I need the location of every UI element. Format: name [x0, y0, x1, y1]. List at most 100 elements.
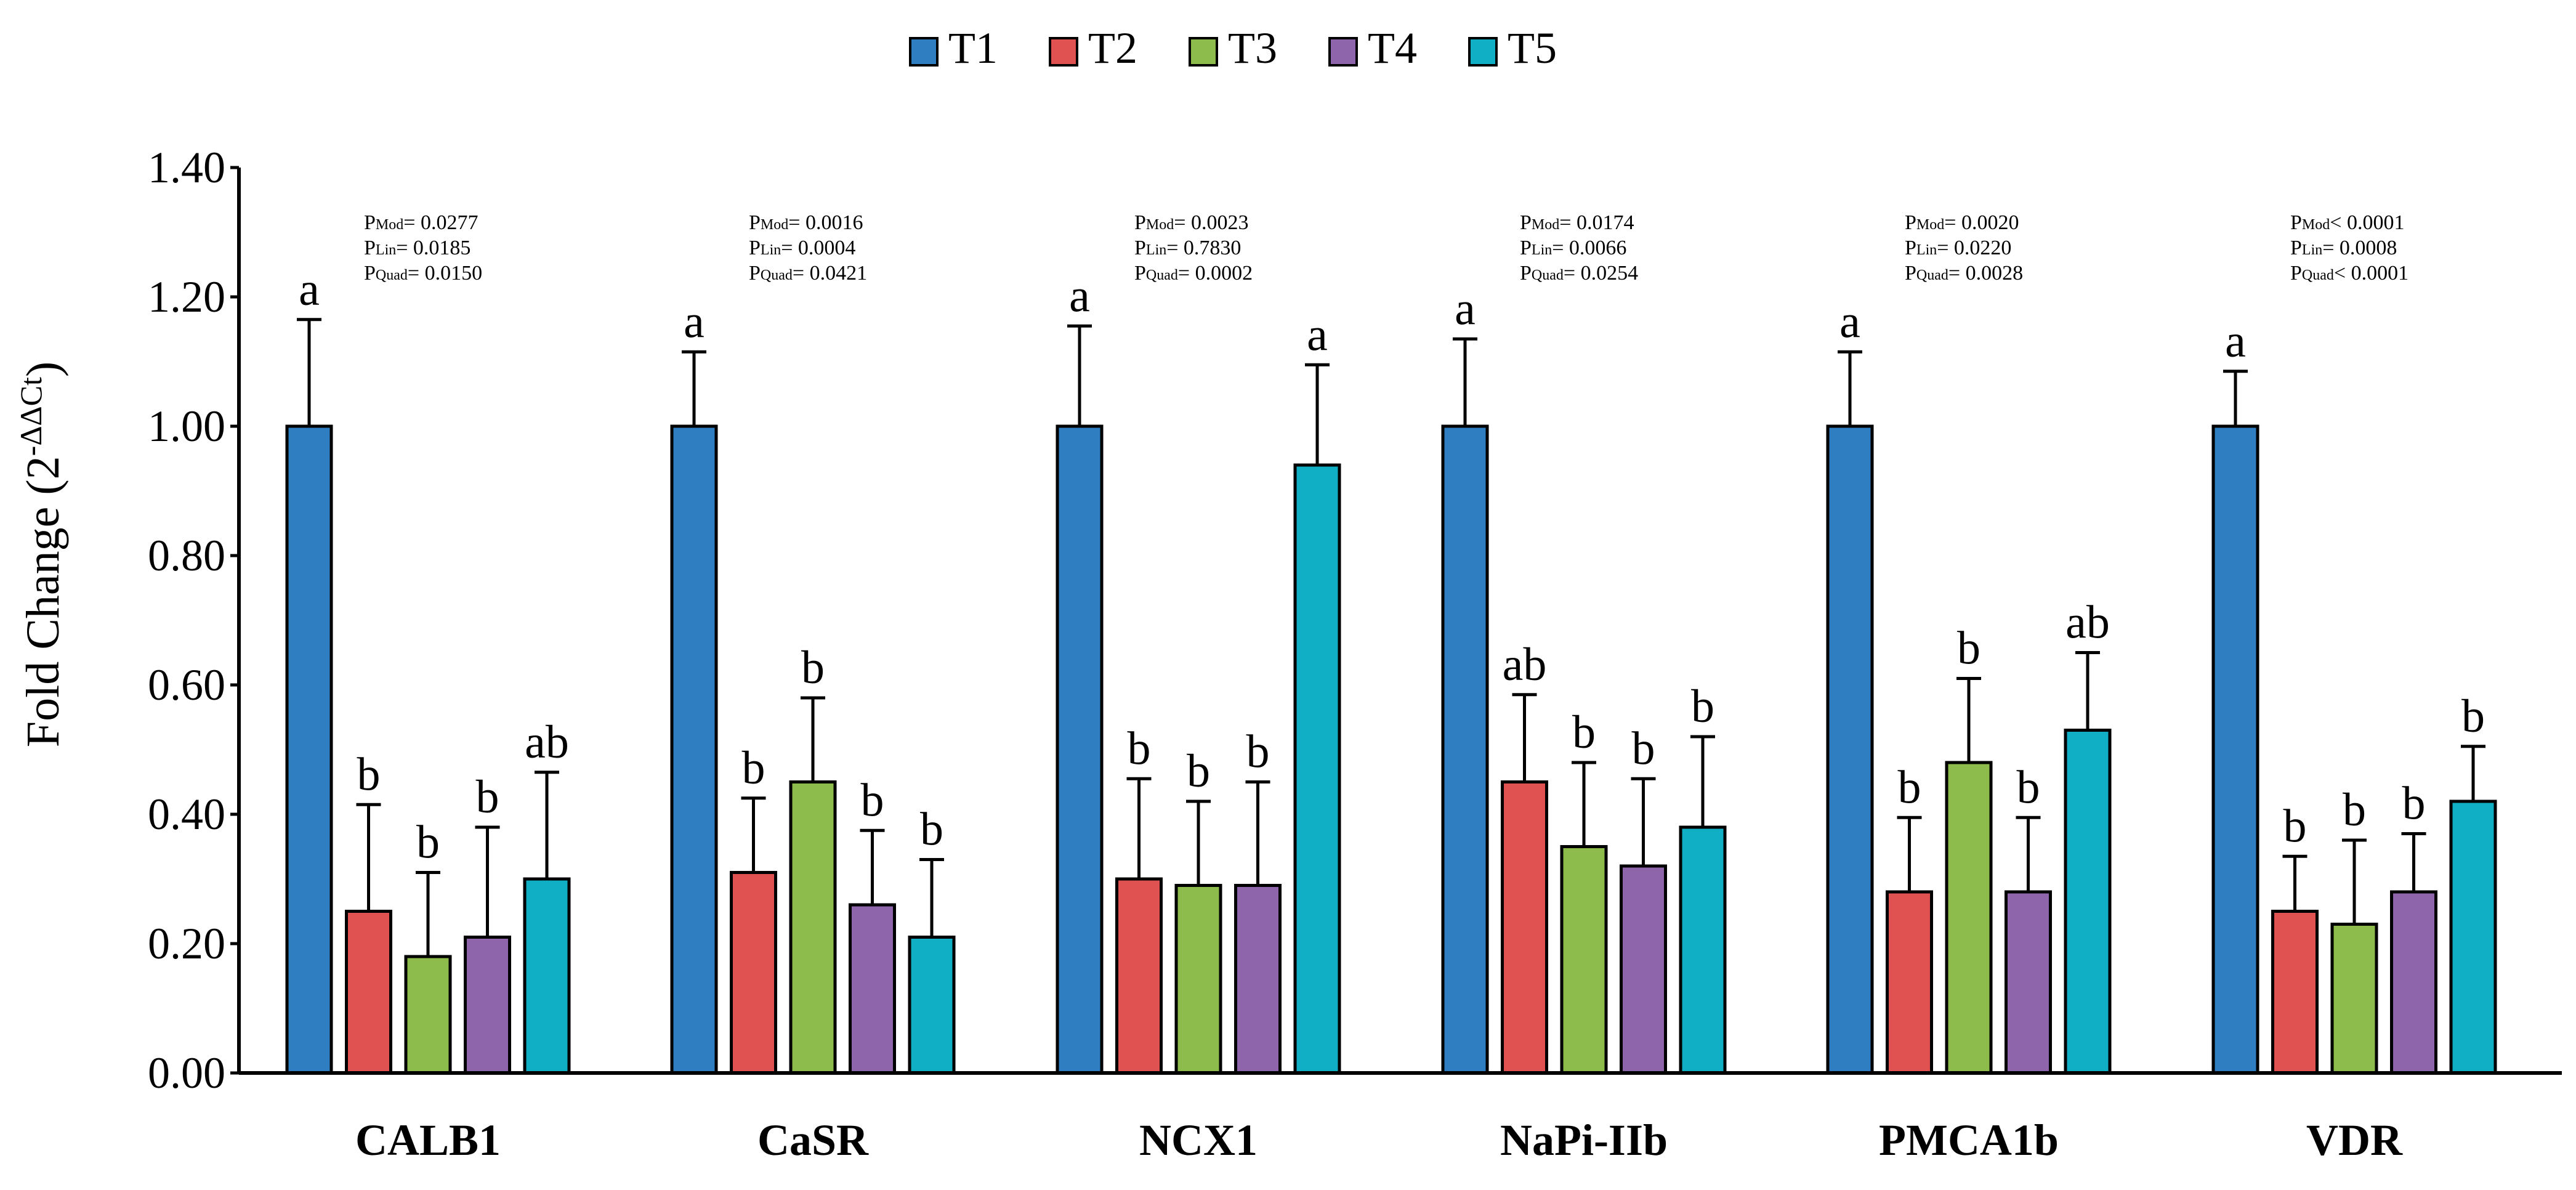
bar-NCX1-T4 — [1234, 884, 1282, 1075]
pvalue-VDR-2: PQuad< 0.0001 — [2290, 262, 2408, 285]
bar-PMCA1b-T4 — [2005, 890, 2052, 1075]
bar-VDR-T1 — [2211, 424, 2259, 1075]
bar-CaSR-T4 — [849, 903, 896, 1075]
pvalue-value: = 0.7830 — [1166, 237, 1241, 259]
bar-CaSR-T2 — [730, 871, 777, 1075]
sig-letter-VDR-T5: b — [2461, 690, 2485, 742]
pvalue-subscript: Lin — [761, 242, 781, 258]
y-tick-label-2: 0.40 — [148, 790, 225, 839]
pvalue-NaPi-IIb-2: PQuad= 0.0254 — [1520, 262, 1638, 285]
pvalue-subscript: Mod — [1146, 217, 1174, 233]
bar-NCX1-T1 — [1056, 424, 1104, 1075]
bars — [285, 318, 2497, 1075]
y-tick-label-1: 0.20 — [148, 919, 225, 968]
pvalue-p: P — [749, 237, 761, 259]
pvalue-value: = 0.0002 — [1178, 262, 1253, 285]
pvalue-subscript: Lin — [1916, 242, 1937, 258]
pvalue-p: P — [1134, 237, 1146, 259]
sig-letter-VDR-T2: b — [2283, 800, 2307, 852]
sig-letter-NCX1-T3: b — [1187, 745, 1210, 797]
pvalue-subscript: Lin — [2302, 242, 2322, 258]
legend-swatch-T5 — [1468, 37, 1498, 67]
pvalue-value: = 0.0421 — [793, 262, 867, 285]
sig-letter-CALB1-T5: ab — [525, 716, 569, 768]
y-tick-label-5: 1.00 — [148, 402, 225, 451]
pvalue-value: = 0.0254 — [1564, 262, 1638, 285]
bar-CaSR-T3 — [789, 780, 837, 1075]
pvalue-VDR-1: PLin= 0.0008 — [2290, 237, 2397, 259]
pvalue-subscript: Mod — [761, 217, 788, 233]
pvalue-subscript: Mod — [1532, 217, 1559, 233]
legend-label-T5: T5 — [1508, 23, 1557, 73]
bar-CALB1-T1 — [285, 424, 333, 1075]
legend-swatch-T3 — [1189, 37, 1218, 67]
pvalue-value: < 0.0001 — [2334, 262, 2408, 285]
pvalue-value: < 0.0001 — [2330, 211, 2404, 234]
pvalue-subscript: Quad — [376, 267, 408, 283]
pvalue-subscript: Lin — [376, 242, 396, 258]
sig-letter-NCX1-T2: b — [1128, 722, 1151, 774]
y-tick-label-6: 1.20 — [148, 272, 225, 322]
bar-NCX1-T5 — [1293, 463, 1341, 1075]
pvalue-p: P — [749, 262, 761, 285]
sig-letter-VDR-T3: b — [2343, 784, 2366, 836]
sig-letter-PMCA1b-T1: a — [1839, 296, 1860, 347]
legend-swatch-T1 — [909, 37, 939, 67]
pvalue-value: = 0.0185 — [396, 237, 470, 259]
pvalue-value: = 0.0277 — [403, 211, 478, 234]
pvalue-subscript: Quad — [1532, 267, 1564, 283]
sig-letter-NCX1-T4: b — [1246, 726, 1270, 778]
bar-VDR-T2 — [2271, 910, 2319, 1075]
pvalue-subscript: Quad — [1146, 267, 1178, 283]
bar-NaPi-IIb-T4 — [1620, 864, 1667, 1075]
bar-CaSR-T1 — [670, 424, 718, 1075]
pvalue-subscript: Mod — [376, 217, 403, 233]
pvalue-p: P — [2290, 262, 2302, 285]
bar-NaPi-IIb-T1 — [1441, 424, 1489, 1075]
pvalue-NaPi-IIb-1: PLin= 0.0066 — [1520, 237, 1626, 259]
pvalue-subscript: Lin — [1146, 242, 1166, 258]
pvalue-subscript: Lin — [1532, 242, 1552, 258]
pvalue-p: P — [364, 237, 376, 259]
pvalue-value: = 0.0016 — [788, 211, 863, 234]
y-tick-label-0: 0.00 — [148, 1048, 225, 1098]
pvalue-CaSR-2: PQuad= 0.0421 — [749, 262, 867, 285]
pvalue-p: P — [1905, 211, 1916, 234]
pvalue-CaSR-0: PMod= 0.0016 — [749, 211, 863, 234]
sig-letter-CALB1-T2: b — [357, 748, 381, 800]
sig-letter-PMCA1b-T3: b — [1957, 623, 1980, 674]
sig-letter-PMCA1b-T4: b — [2017, 761, 2040, 813]
y-axis-title-close: ) — [17, 362, 69, 377]
y-axis-title-superscript: -ΔΔCt — [14, 377, 48, 456]
category-label-VDR: VDR — [2306, 1115, 2403, 1165]
pvalue-NaPi-IIb-0: PMod= 0.0174 — [1520, 211, 1634, 234]
category-label-NaPi-IIb: NaPi-IIb — [1500, 1115, 1668, 1165]
sig-letter-NaPi-IIb-T3: b — [1572, 706, 1596, 758]
pvalue-p: P — [1905, 237, 1916, 259]
pvalue-value: = 0.0150 — [408, 262, 482, 285]
pvalue-CaSR-1: PLin= 0.0004 — [749, 237, 855, 259]
sig-letter-PMCA1b-T2: b — [1898, 761, 1921, 813]
pvalue-value: = 0.0066 — [1552, 237, 1626, 259]
sig-letter-CaSR-T3: b — [801, 642, 825, 694]
sig-letter-NaPi-IIb-T1: a — [1455, 283, 1476, 334]
pvalue-subscript: Quad — [1916, 267, 1948, 283]
sig-letter-NaPi-IIb-T5: b — [1691, 681, 1714, 732]
sig-letter-VDR-T4: b — [2402, 778, 2426, 830]
pvalue-subscript: Quad — [761, 267, 793, 283]
sig-letter-VDR-T1: a — [2225, 315, 2246, 367]
pvalue-value: = 0.0020 — [1944, 211, 2019, 234]
sig-letter-CALB1-T3: b — [416, 817, 440, 868]
sig-letter-CALB1-T4: b — [476, 771, 499, 823]
pvalue-subscript: Mod — [1916, 217, 1944, 233]
pvalue-p: P — [1520, 211, 1532, 234]
y-axis-title: Fold Change (2-ΔΔCt) — [14, 362, 69, 747]
bar-CALB1-T2 — [345, 910, 392, 1075]
pvalue-value: = 0.0028 — [1948, 262, 2023, 285]
bar-PMCA1b-T1 — [1826, 424, 1874, 1075]
sig-letter-CaSR-T1: a — [684, 296, 705, 347]
pvalue-p: P — [1520, 237, 1532, 259]
sig-letter-NaPi-IIb-T4: b — [1632, 722, 1655, 774]
pvalue-NCX1-0: PMod= 0.0023 — [1134, 211, 1248, 234]
